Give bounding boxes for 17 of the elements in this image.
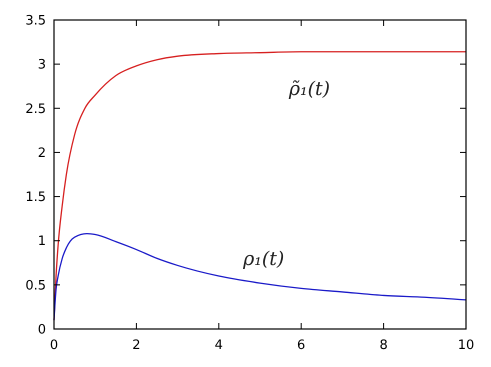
x-tick-label: 2 (132, 338, 141, 353)
y-tick-label: 3.5 (25, 14, 46, 28)
x-tick-label: 4 (214, 338, 223, 353)
x-tick-label: 6 (297, 338, 306, 353)
x-tick-label: 0 (50, 338, 58, 353)
y-tick-label: 1 (38, 234, 46, 250)
y-tick-label: 0.5 (25, 278, 46, 294)
line-series (53, 233, 467, 321)
series-label: ρ̃₁(t) (288, 78, 330, 100)
y-tick-label: 1.5 (25, 190, 46, 206)
y-tick-label: 3 (38, 58, 46, 73)
y-tick-label: 0 (38, 322, 46, 338)
x-tick-label: 8 (379, 338, 388, 353)
y-tick-label: 2.5 (25, 102, 46, 117)
x-tick-label: 10 (458, 338, 474, 353)
series-label: ρ₁(t) (242, 248, 284, 270)
y-tick-label: 2 (38, 146, 46, 161)
